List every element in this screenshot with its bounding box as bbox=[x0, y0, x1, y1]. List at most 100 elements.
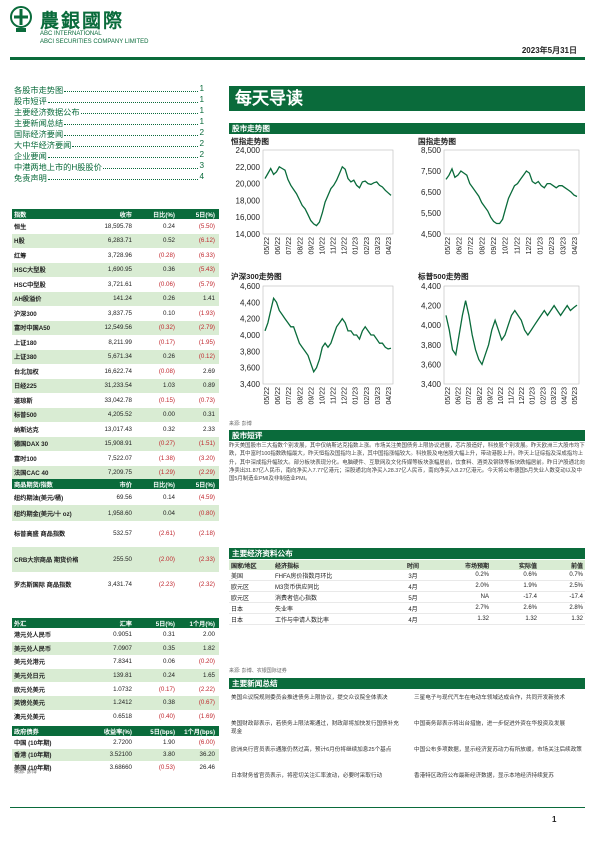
fx-table: 外汇 汇率 5日(%) 1个月(%) 港元兑人民币 0.9051 0.31 2.00 美元兑人民… bbox=[12, 618, 219, 723]
table-cell: 15,908.91 bbox=[104, 440, 132, 448]
y-tick-label: 8,500 bbox=[421, 146, 442, 155]
toc-item[interactable]: 企业要闻 2 bbox=[14, 150, 204, 161]
table-row: 纳斯达克 13,017.43 0.32 2.33 bbox=[12, 422, 219, 437]
toc-item[interactable]: 国际经济要闻 2 bbox=[14, 128, 204, 139]
table-cell: (0.20) bbox=[198, 658, 215, 666]
econ-cell: 4月 bbox=[408, 617, 418, 624]
table-cell: 139.81 bbox=[113, 672, 132, 680]
table-cell: 3.52100 bbox=[109, 751, 132, 759]
table-header-cell: 1个月(%) bbox=[189, 620, 215, 628]
econ-cell: 日本 bbox=[231, 606, 244, 613]
table-cell: 德国DAX 30 bbox=[14, 441, 49, 449]
chart-title-hscei: 国指走势图 bbox=[418, 137, 456, 146]
table-cell: (6.00) bbox=[198, 738, 215, 746]
toc-item[interactable]: 主要新闻总结 1 bbox=[14, 117, 204, 128]
x-tick-label: 01/23 bbox=[353, 387, 360, 405]
table-cell: 罗杰斯国际 商品指数 bbox=[14, 582, 72, 590]
table-header: 指数 收市 日比(%) 5日(%) bbox=[12, 209, 219, 219]
table-row: 红筹 3,728.96 (0.28) (6.33) bbox=[12, 248, 219, 263]
table-cell: (2.00) bbox=[158, 555, 175, 563]
econ-cell: -17.4 bbox=[523, 594, 537, 600]
table-header-cell: 5日(bps) bbox=[150, 728, 175, 736]
table-header-cell: 市价 bbox=[119, 481, 132, 489]
econ-cell: 0.7% bbox=[569, 572, 583, 578]
toc-leader-dots bbox=[80, 106, 199, 114]
table-header-cell: 汇率 bbox=[119, 620, 132, 628]
toc-item-label: 各股市走势图 bbox=[14, 86, 64, 95]
econ-cell: 欧元区 bbox=[231, 584, 250, 591]
table-cell: (6.33) bbox=[198, 251, 215, 259]
table-header-cell: 收益率(%) bbox=[103, 728, 132, 736]
x-tick-label: 10/22 bbox=[319, 237, 326, 255]
table-cell: 2.33 bbox=[202, 425, 215, 433]
table-cell: 沪深300 bbox=[14, 310, 37, 318]
table-cell: 2.00 bbox=[202, 631, 215, 639]
table-row: 香港 (10年期) 3.52100 3.80 36.20 bbox=[12, 748, 219, 761]
toc-leader-dots bbox=[47, 150, 199, 158]
table-cell: 0.24 bbox=[162, 222, 175, 230]
table-cell: 0.36 bbox=[162, 266, 175, 274]
table-row: 恒生 18,595.78 0.24 (5.50) bbox=[12, 219, 219, 234]
econ-cell: 美国 bbox=[231, 573, 244, 580]
econ-header-cell: 经济指标 bbox=[275, 563, 300, 570]
y-tick-label: 18,000 bbox=[236, 196, 261, 205]
table-row: 上证380 5,671.34 0.26 (0.12) bbox=[12, 349, 219, 364]
x-tick-label: 06/22 bbox=[275, 237, 282, 255]
x-tick-label: 07/22 bbox=[286, 387, 293, 405]
table-cell: 3,721.61 bbox=[107, 280, 132, 288]
toc-item[interactable]: 中港两地上市的H股股价 3 bbox=[14, 161, 204, 172]
toc-item-page: 2 bbox=[199, 128, 204, 137]
toc-leader-dots bbox=[102, 161, 199, 169]
toc-item-label: 主要经济数据公布 bbox=[14, 108, 80, 117]
table-cell: 1,958.60 bbox=[107, 509, 132, 517]
table-row: 罗杰斯国际 商品指数 3,431.74 (2.23) (2.32) bbox=[12, 572, 219, 598]
table-cell: (6.12) bbox=[198, 237, 215, 245]
econ-cell: M3货币供应同比 bbox=[275, 584, 320, 591]
table-cell: 标普500 bbox=[14, 412, 37, 420]
table-cell: (2.22) bbox=[198, 685, 215, 693]
x-tick-label: 07/22 bbox=[286, 237, 293, 255]
toc-item[interactable]: 免责声明 4 bbox=[14, 172, 204, 183]
toc-item-label: 中港两地上市的H股股价 bbox=[14, 163, 102, 172]
table-cell: 恒生 bbox=[14, 223, 27, 231]
table-row: 德国DAX 30 15,908.91 (0.27) (1.51) bbox=[12, 436, 219, 451]
table-header: 外汇 汇率 5日(%) 1个月(%) bbox=[12, 618, 219, 628]
news-item: 中国公布多项数据，显示经济复苏动力有所放缓，市场关注后续政策 bbox=[414, 747, 582, 753]
table-cell: 7,522.07 bbox=[107, 454, 132, 462]
toc-item[interactable]: 主要经济数据公布 1 bbox=[14, 106, 204, 117]
x-tick-label: 12/22 bbox=[342, 387, 349, 405]
x-tick-label: 11/22 bbox=[331, 387, 338, 404]
toc-item[interactable]: 股市短评 1 bbox=[14, 95, 204, 106]
y-tick-label: 3,800 bbox=[421, 341, 442, 350]
table-cell: 141.24 bbox=[113, 295, 132, 303]
econ-table-header: 国家/地区 经济指标 时间 市场预期 实际值 前值 bbox=[229, 560, 585, 570]
y-tick-label: 3,400 bbox=[240, 380, 261, 389]
section-commentary-header: 股市短评 bbox=[229, 430, 585, 441]
y-tick-label: 14,000 bbox=[236, 230, 261, 239]
toc-item[interactable]: 大中华经济要闻 2 bbox=[14, 139, 204, 150]
table-cell: 1.03 bbox=[162, 382, 175, 390]
table-header-cell: 日比(%) bbox=[153, 481, 175, 489]
toc-item[interactable]: 各股市走势图 1 bbox=[14, 84, 204, 95]
series-line bbox=[264, 296, 392, 374]
y-tick-label: 4,600 bbox=[240, 282, 261, 291]
footer-divider bbox=[10, 807, 585, 808]
table-cell: 0.32 bbox=[162, 425, 175, 433]
bond-table: 政府债券 收益率(%) 5日(bps) 1个月(bps) 中国 (10年期) 2.7200… bbox=[12, 726, 219, 774]
econ-cell: 5月 bbox=[408, 595, 418, 602]
econ-cell: 3月 bbox=[408, 573, 418, 580]
econ-cell: 2.0% bbox=[475, 583, 489, 589]
series-line bbox=[445, 300, 578, 366]
chart-csi300: 4,600 4,400 4,200 4,000 3,800 3,600 3,40005/22… bbox=[240, 282, 394, 405]
table-header-cell: 5日(%) bbox=[155, 620, 175, 628]
table-cell: 0.10 bbox=[162, 309, 175, 317]
table-row: 美国 (10年期) 3.68660 (0.53) 26.46 bbox=[12, 761, 219, 774]
table-header-cell: 收市 bbox=[119, 211, 132, 219]
toc-leader-dots bbox=[72, 139, 199, 147]
toc-item-page: 2 bbox=[199, 139, 204, 148]
x-tick-label: 11/22 bbox=[509, 387, 516, 404]
x-tick-label: 01/23 bbox=[530, 387, 537, 405]
table-cell: 美国 (10年期) bbox=[14, 764, 52, 772]
econ-cell: 日本 bbox=[231, 617, 244, 624]
table-cell: 富时中国A50 bbox=[14, 325, 51, 333]
